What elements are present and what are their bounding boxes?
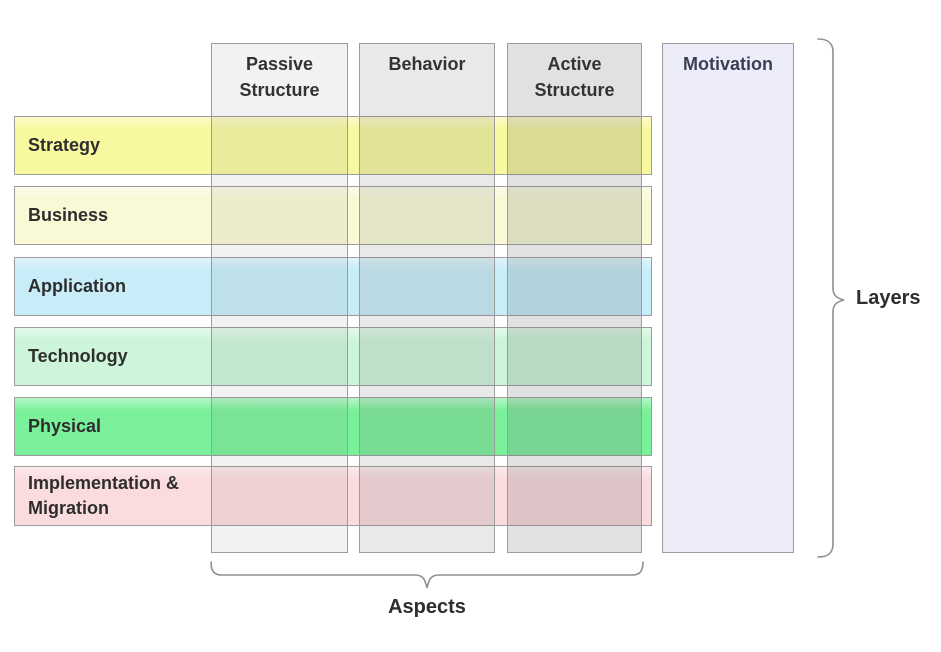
aspect-header-behavior: Behavior: [388, 54, 466, 74]
layer-row-business: Business: [14, 186, 652, 245]
layer-label-physical: Physical: [28, 416, 102, 436]
aspect-column-behavior: Behavior: [359, 43, 495, 553]
layer-row-technology: Technology: [14, 327, 652, 386]
aspects-group-label: Aspects: [388, 596, 466, 618]
aspect-column-passive-structure: Passive Structure: [211, 43, 348, 553]
aspect-header-passive-structure: Passive Structure: [239, 54, 320, 100]
layer-row-physical: Physical: [14, 397, 652, 456]
layer-label-technology: Technology: [28, 346, 128, 366]
layer-row-implementation-migration: Implementation & Migration: [14, 466, 652, 526]
motivation-header: Motivation: [683, 54, 773, 74]
layers-brace: [817, 38, 845, 558]
layer-label-application: Application: [28, 276, 126, 296]
layer-label-implementation-migration: Implementation & Migration: [28, 473, 180, 518]
aspect-column-active-structure: Active Structure: [507, 43, 642, 553]
layer-label-business: Business: [28, 205, 109, 225]
layer-label-strategy: Strategy: [28, 135, 101, 155]
aspect-header-active-structure: Active Structure: [534, 54, 615, 100]
layers-group-label: Layers: [856, 287, 921, 309]
layer-row-strategy: Strategy: [14, 116, 652, 175]
layer-row-application: Application: [14, 257, 652, 316]
motivation-column: Motivation: [662, 43, 794, 553]
aspects-brace: [210, 561, 644, 589]
